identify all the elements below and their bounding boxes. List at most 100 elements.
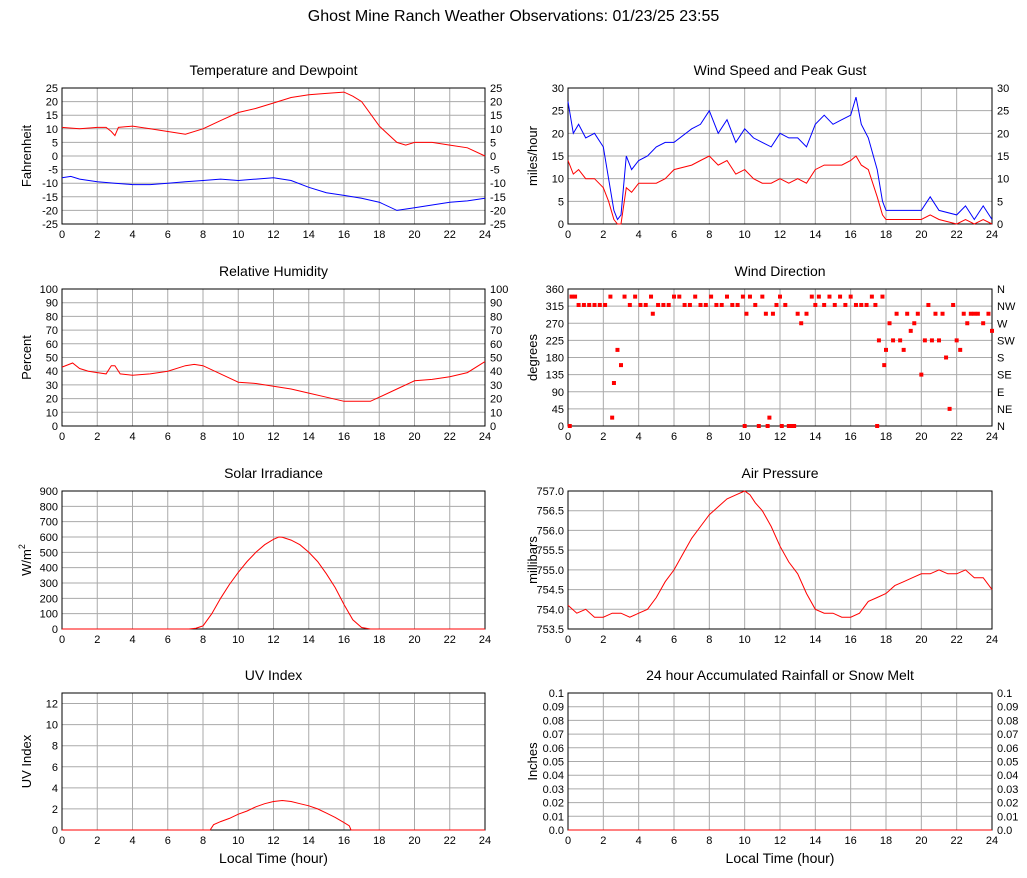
rh-y-tick-label: 10	[46, 407, 58, 419]
wdir-y-tick-label: 360	[546, 284, 564, 296]
uv-y-tick-label: 8	[52, 741, 58, 753]
rh-frame	[61, 288, 486, 427]
rain-x-tick-label: 16	[845, 835, 857, 847]
wdir-right-tick-label: S	[997, 353, 1004, 365]
wdir-title: Wind Direction	[734, 263, 825, 279]
wdir-point	[795, 311, 800, 316]
wdir-point	[783, 302, 788, 307]
rain-y-tick-label: 0.05	[543, 757, 564, 769]
wdir-point	[774, 302, 779, 307]
wind-x-tick-label: 6	[671, 229, 677, 241]
pressure-x-tick-label: 8	[706, 634, 712, 646]
temp-y-tick-label: -15	[42, 192, 58, 204]
rh-x-tick-label: 8	[200, 431, 206, 443]
wdir-point	[816, 294, 821, 299]
temp-x-tick-label: 10	[232, 229, 244, 241]
wdir-point	[843, 302, 848, 307]
wdir-point	[763, 311, 768, 316]
rain-y-tick-label: 0.0	[549, 825, 564, 837]
wdir-point	[884, 347, 888, 352]
wdir-x-tick-label: 24	[986, 431, 998, 443]
pressure-y-tick-label: 756.0	[536, 525, 564, 537]
wdir-point	[611, 380, 616, 385]
wdir-point	[767, 415, 772, 420]
wdir-x-tick-label: 18	[880, 431, 892, 443]
wind-y-tick-label: 5	[558, 196, 564, 208]
temp-right-tick-label: -10	[490, 178, 506, 190]
rain-x-tick-label: 8	[706, 835, 712, 847]
wdir-y-tick-label: 225	[546, 335, 564, 347]
temp-x-tick-label: 2	[94, 229, 100, 241]
uv-x-tick-label: 20	[408, 835, 420, 847]
wdir-point	[622, 294, 627, 299]
wdir-point	[650, 311, 655, 316]
wdir-point	[908, 328, 913, 333]
wdir-point	[569, 294, 574, 299]
wdir-point	[742, 424, 747, 428]
wind-right-tick-label: 30	[997, 83, 1009, 95]
temp-right-tick-label: 15	[490, 110, 502, 122]
rain-right-tick-label: 0.05	[997, 757, 1018, 769]
wdir-point	[827, 294, 832, 299]
rain-y-tick-label: 0.06	[543, 743, 564, 755]
wdir-point	[951, 302, 956, 307]
rain-y-tick-label: 0.09	[543, 702, 564, 714]
wdir-point	[799, 321, 804, 326]
temp-series-0-line	[61, 91, 486, 157]
temp-y-tick-label: 10	[46, 124, 58, 136]
solar-y-tick-label: 400	[40, 563, 58, 575]
solar-x-tick-label: 18	[373, 634, 385, 646]
temp-right-tick-label: 20	[490, 97, 502, 109]
pressure-series-0-line	[567, 490, 993, 618]
pressure-ylabel: millibars	[525, 536, 540, 584]
wdir-right-tick-label: SW	[997, 335, 1015, 347]
wind-right-tick-label: 5	[997, 196, 1003, 208]
pressure-x-tick-label: 4	[636, 634, 642, 646]
wind-series-0-line	[567, 96, 993, 221]
wdir-point	[687, 302, 692, 307]
wind-y-tick-label: 25	[552, 106, 564, 118]
pressure-x-tick-label: 22	[951, 634, 963, 646]
temp-x-tick-label: 18	[373, 229, 385, 241]
pressure-x-tick-label: 12	[774, 634, 786, 646]
uv-frame	[61, 692, 486, 831]
rh-x-tick-label: 20	[408, 431, 420, 443]
solar-y-tick-label: 300	[40, 578, 58, 590]
rain-y-tick-label: 0.01	[543, 811, 564, 823]
wdir-point	[756, 424, 761, 428]
wdir-right-tick-label: NE	[997, 404, 1012, 416]
uv-x-tick-label: 4	[129, 835, 135, 847]
wdir-point	[882, 363, 887, 368]
wdir-point	[693, 294, 698, 299]
wdir-point	[986, 311, 991, 316]
wdir-point	[567, 424, 572, 428]
temp-x-tick-label: 8	[200, 229, 206, 241]
rain-right-tick-label: 0.02	[997, 798, 1018, 810]
uv-x-tick-label: 22	[444, 835, 456, 847]
wdir-x-tick-label: 0	[565, 431, 571, 443]
rain-y-tick-label: 0.08	[543, 715, 564, 727]
rain-right-tick-label: 0.04	[997, 770, 1018, 782]
rh-right-tick-label: 60	[490, 339, 502, 351]
wdir-point	[753, 302, 758, 307]
wdir-point	[672, 294, 676, 299]
solar-x-tick-label: 22	[444, 634, 456, 646]
wind-series-1-line	[567, 155, 993, 225]
temp-y-tick-label: 20	[46, 97, 58, 109]
uv-x-tick-label: 18	[373, 835, 385, 847]
wdir-point	[929, 338, 934, 343]
wdir-point	[894, 311, 899, 316]
solar-y-tick-label: 600	[40, 532, 58, 544]
wdir-point	[587, 302, 592, 307]
temp-y-tick-label: -5	[48, 165, 58, 177]
wdir-point	[714, 302, 719, 307]
rain-right-tick-label: 0.07	[997, 729, 1018, 741]
wdir-point	[887, 321, 892, 326]
rain-y-tick-label: 0.02	[543, 798, 564, 810]
pressure-frame	[567, 490, 993, 630]
temp-x-tick-label: 24	[479, 229, 491, 241]
wdir-point	[915, 311, 920, 316]
